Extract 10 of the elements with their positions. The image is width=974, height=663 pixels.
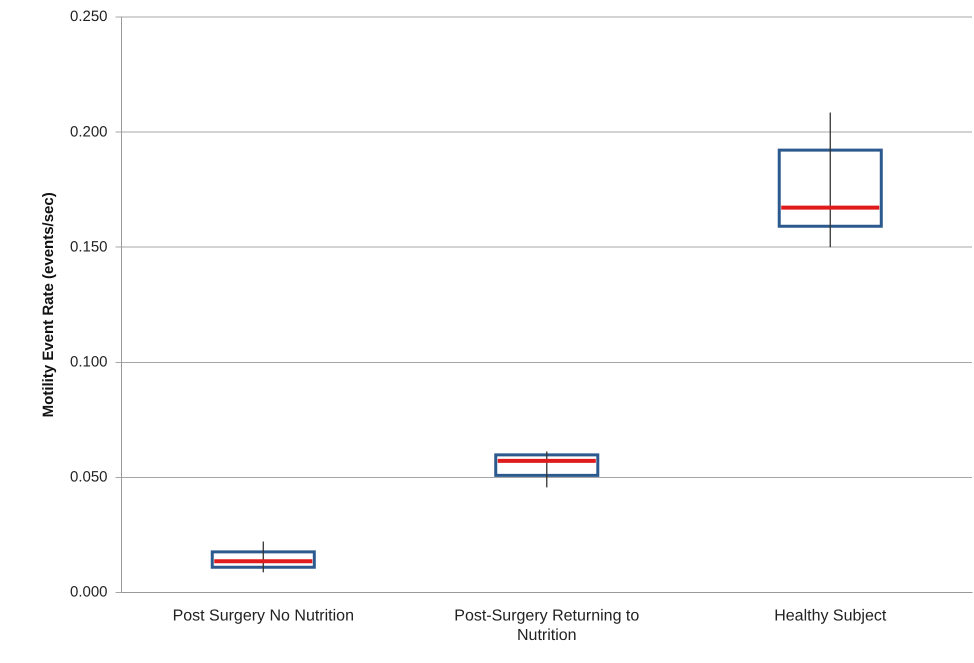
y-tick-label: 0.250: [70, 8, 108, 26]
x-tick-label: Healthy Subject: [774, 608, 887, 625]
x-tick-label: Post Surgery No Nutrition: [172, 608, 354, 625]
x-tick-label: Post-Surgery Returning to Nutrition: [454, 608, 640, 644]
y-tick-label: 0.000: [70, 584, 108, 601]
y-axis-title: Motility Event Rate (events/sec): [40, 192, 58, 418]
y-tick-label: 0.050: [70, 468, 108, 486]
y-tick-label: 0.100: [70, 354, 108, 370]
y-tick-label: 0.150: [70, 238, 108, 256]
y-tick-label: 0.200: [70, 123, 108, 140]
